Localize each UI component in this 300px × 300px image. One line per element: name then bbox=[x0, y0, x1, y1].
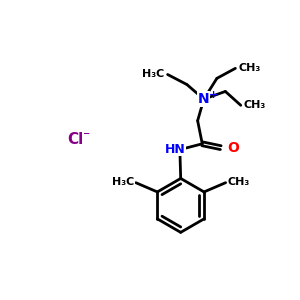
Text: +: + bbox=[209, 89, 218, 100]
Text: ⁻: ⁻ bbox=[82, 129, 89, 143]
Text: Cl: Cl bbox=[68, 133, 84, 148]
Text: CH₃: CH₃ bbox=[244, 100, 266, 110]
Text: O: O bbox=[228, 141, 239, 155]
Text: CH₃: CH₃ bbox=[238, 63, 261, 73]
Text: N: N bbox=[198, 92, 210, 106]
Text: HN: HN bbox=[165, 143, 186, 156]
Text: CH₃: CH₃ bbox=[227, 177, 249, 187]
Text: H₃C: H₃C bbox=[142, 69, 164, 79]
Text: H₃C: H₃C bbox=[112, 177, 134, 187]
